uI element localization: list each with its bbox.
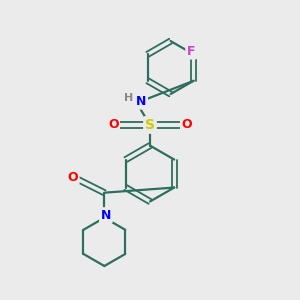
Text: O: O	[67, 171, 78, 184]
Text: F: F	[187, 45, 196, 58]
Text: S: S	[145, 118, 155, 132]
Text: N: N	[100, 209, 111, 222]
Text: H: H	[124, 93, 133, 103]
Text: N: N	[136, 95, 146, 108]
Text: H: H	[124, 93, 133, 103]
Text: N: N	[100, 209, 111, 222]
Text: N: N	[136, 95, 146, 108]
Text: F: F	[187, 45, 196, 58]
Text: S: S	[145, 118, 155, 132]
Text: O: O	[108, 118, 119, 131]
Text: O: O	[182, 118, 192, 131]
Text: O: O	[108, 118, 119, 131]
Text: O: O	[182, 118, 192, 131]
Text: O: O	[67, 171, 78, 184]
